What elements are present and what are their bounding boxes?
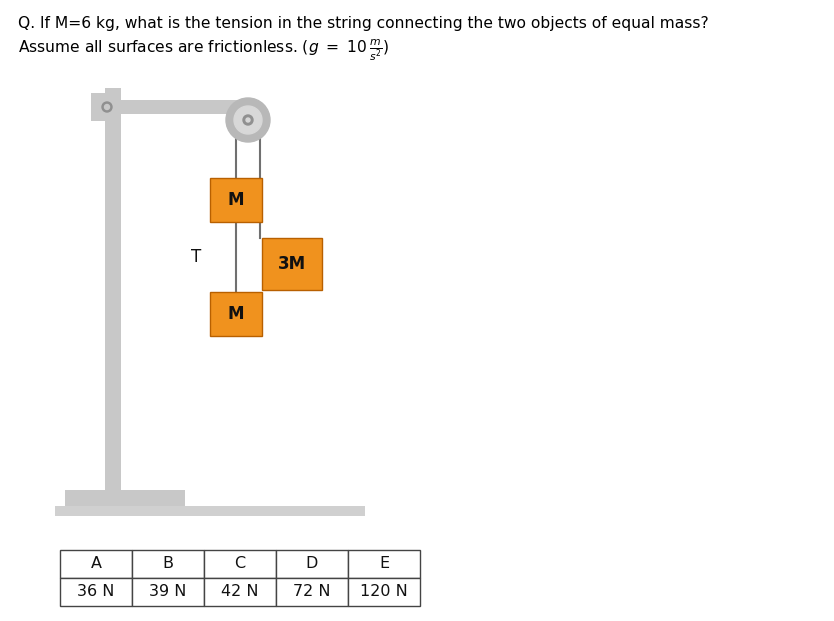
FancyBboxPatch shape [60,578,132,606]
FancyBboxPatch shape [276,578,348,606]
FancyBboxPatch shape [204,578,276,606]
FancyBboxPatch shape [262,238,322,290]
FancyBboxPatch shape [210,178,262,222]
Circle shape [226,98,270,142]
Circle shape [104,104,109,109]
FancyBboxPatch shape [210,292,262,336]
Text: B: B [163,556,173,571]
Text: A: A [91,556,102,571]
Text: C: C [234,556,245,571]
Circle shape [234,106,262,134]
Text: M: M [228,191,244,209]
Text: M: M [228,305,244,323]
FancyBboxPatch shape [132,550,204,578]
Circle shape [243,115,253,125]
Circle shape [246,118,250,122]
Text: 36 N: 36 N [78,584,115,599]
FancyBboxPatch shape [348,550,420,578]
FancyBboxPatch shape [348,578,420,606]
Text: 3M: 3M [278,255,306,273]
Text: T: T [191,248,201,266]
FancyBboxPatch shape [276,550,348,578]
Text: E: E [379,556,389,571]
FancyBboxPatch shape [55,506,365,516]
FancyBboxPatch shape [121,100,255,114]
Circle shape [102,102,112,112]
Text: Q. If M=6 kg, what is the tension in the string connecting the two objects of eq: Q. If M=6 kg, what is the tension in the… [18,16,709,31]
FancyBboxPatch shape [105,88,121,490]
Text: 39 N: 39 N [149,584,187,599]
Text: 42 N: 42 N [221,584,259,599]
FancyBboxPatch shape [91,93,109,121]
Text: Assume all surfaces are frictionless. ($g\ =\ 10\,\frac{m}{s^2}$): Assume all surfaces are frictionless. ($… [18,38,389,63]
Text: D: D [306,556,319,571]
FancyBboxPatch shape [65,490,185,506]
Text: 72 N: 72 N [294,584,331,599]
Text: 120 N: 120 N [360,584,408,599]
FancyBboxPatch shape [204,550,276,578]
FancyBboxPatch shape [132,578,204,606]
FancyBboxPatch shape [60,550,132,578]
